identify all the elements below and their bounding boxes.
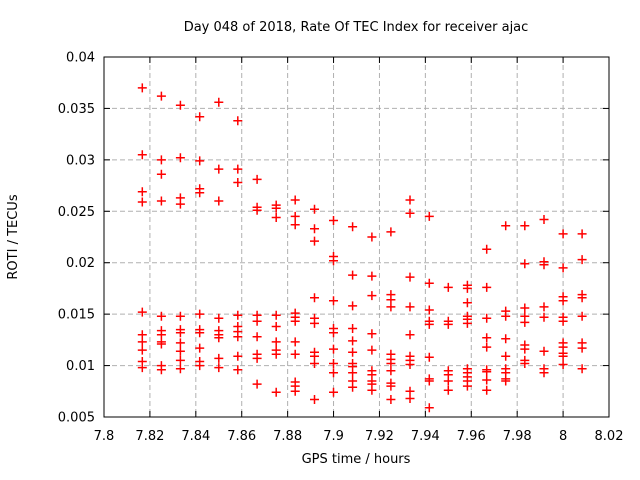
x-tick-label: 8 xyxy=(559,429,567,444)
x-tick-label: 7.86 xyxy=(227,429,256,444)
y-tick-label: 0.01 xyxy=(66,359,95,374)
x-tick-label: 7.96 xyxy=(457,429,486,444)
y-tick-label: 0.005 xyxy=(58,411,95,426)
chart-title: Day 048 of 2018, Rate Of TEC Index for r… xyxy=(184,20,529,35)
x-tick-label: 7.94 xyxy=(411,429,440,444)
plot-border xyxy=(103,56,610,418)
data-points xyxy=(137,83,587,413)
y-tick-label: 0.04 xyxy=(66,51,95,66)
x-tick-label: 7.82 xyxy=(135,429,164,444)
x-tick-label: 7.98 xyxy=(503,429,532,444)
y-tick-label: 0.035 xyxy=(58,102,95,117)
y-tick-labels: 0.005 0.01 0.015 0.02 0.025 0.03 0.035 0.04 xyxy=(58,51,95,426)
y-tick-label: 0.02 xyxy=(66,256,95,271)
y-tick-label: 0.025 xyxy=(58,205,95,220)
x-tick-label: 7.92 xyxy=(365,429,394,444)
y-tick-label: 0.015 xyxy=(58,308,95,323)
x-tick-label: 8.02 xyxy=(595,429,624,444)
x-tick-labels: 7.8 7.82 7.84 7.86 7.88 7.9 7.92 7.94 7.96 7.98 8 8… xyxy=(94,429,624,444)
y-tick-label: 0.03 xyxy=(66,153,95,168)
x-axis-label: GPS time / hours xyxy=(302,452,411,467)
axis-ticks xyxy=(103,56,610,418)
x-tick-label: 7.9 xyxy=(323,429,344,444)
x-tick-label: 7.8 xyxy=(94,429,115,444)
y-axis-label: ROTI / TECUs xyxy=(6,194,21,279)
data-point-markers xyxy=(137,83,587,413)
x-tick-label: 7.84 xyxy=(181,429,210,444)
x-tick-label: 7.88 xyxy=(273,429,302,444)
